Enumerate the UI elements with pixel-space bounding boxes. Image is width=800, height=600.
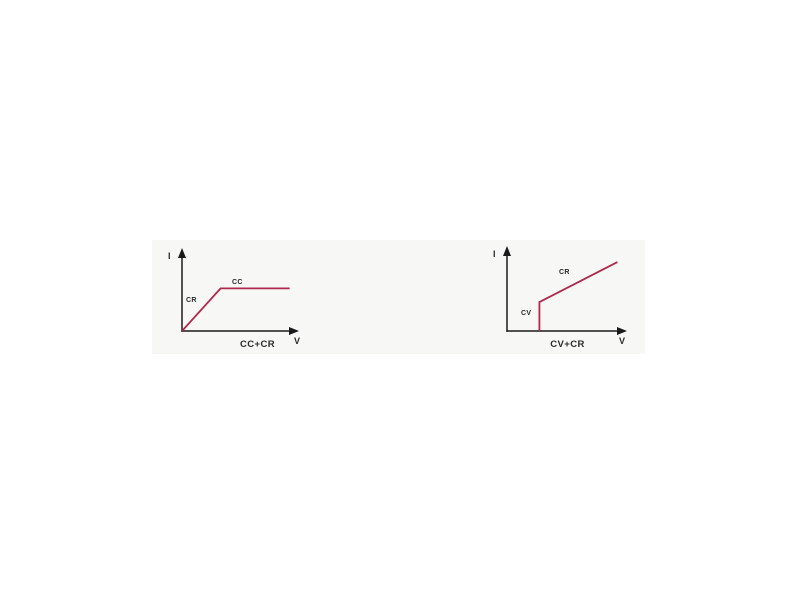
y-axis-arrow-icon: [178, 248, 186, 258]
x-axis-label: V: [619, 336, 626, 346]
segment-label-cc: CC: [232, 279, 243, 286]
curve: [538, 261, 618, 331]
cv-cr-plot: [503, 246, 627, 335]
x-axis-arrow-icon: [289, 327, 299, 335]
diagram-caption: CC+CR: [240, 339, 275, 350]
cc-cr-plot: [178, 248, 299, 335]
figure-background-panel: [152, 240, 645, 354]
segment-label-cv: CV: [521, 310, 532, 317]
cc-cr-diagram: I V CR CC CC+CR: [160, 244, 310, 356]
y-axis-label: I: [493, 249, 496, 259]
x-axis-arrow-icon: [617, 327, 627, 335]
segment-label-cr: CR: [186, 297, 197, 304]
x-axis-label: V: [294, 336, 301, 346]
cv-cr-diagram: I V CV CR CV+CR: [490, 244, 640, 356]
y-axis-arrow-icon: [503, 246, 511, 256]
curve: [181, 287, 290, 332]
segment-label-cr: CR: [559, 269, 570, 276]
diagram-caption: CV+CR: [550, 339, 585, 350]
y-axis-label: I: [168, 251, 171, 261]
